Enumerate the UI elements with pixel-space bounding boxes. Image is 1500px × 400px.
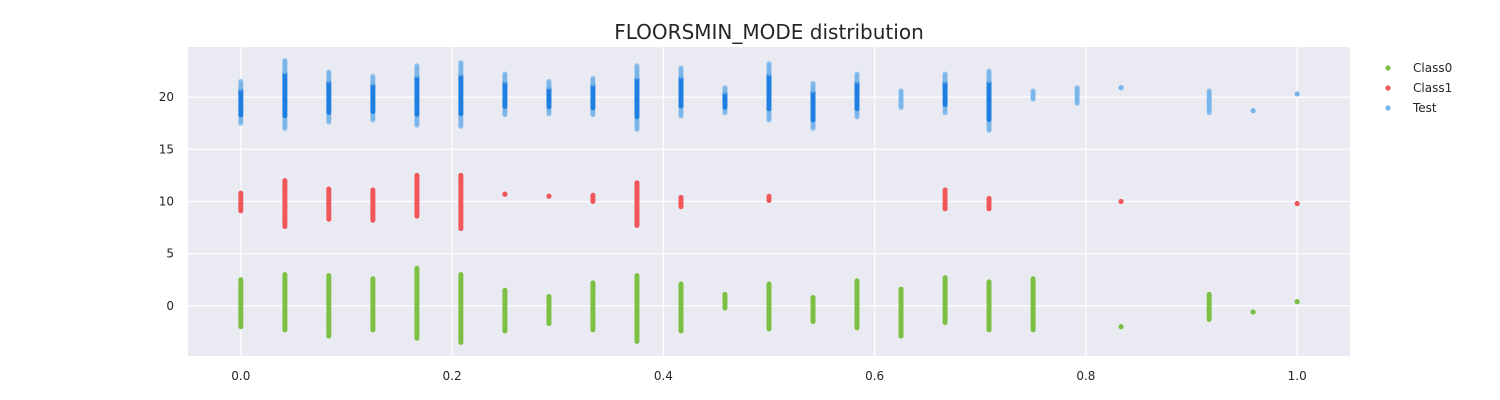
- legend-label: Class0: [1413, 61, 1452, 75]
- scatter-point: [942, 275, 948, 281]
- scatter-point: [678, 194, 684, 200]
- scatter-point: [854, 278, 860, 284]
- scatter-point: [282, 272, 288, 278]
- scatter-point: [326, 186, 332, 192]
- scatter-point: [546, 293, 552, 299]
- scatter-point: [282, 58, 288, 64]
- scatter-point: [1118, 199, 1124, 204]
- scatter-point: [458, 172, 464, 178]
- scatter-point: [1030, 276, 1036, 282]
- x-tick-label: 0.0: [231, 369, 250, 383]
- scatter-point: [986, 68, 992, 74]
- legend-marker: [1385, 65, 1391, 71]
- legend-item-class1: Class1: [1385, 81, 1452, 95]
- scatter-point: [854, 71, 860, 77]
- scatter-point: [370, 276, 376, 282]
- scatter-point: [546, 193, 552, 199]
- scatter-point: [766, 193, 772, 199]
- scatter-point: [282, 178, 288, 184]
- y-tick-label: 5: [166, 247, 174, 261]
- scatter-point: [1118, 85, 1124, 91]
- scatter-point: [370, 73, 376, 79]
- scatter-point: [634, 180, 640, 186]
- scatter-point: [458, 60, 464, 66]
- x-tick-label: 0.8: [1076, 369, 1095, 383]
- y-tick-label: 10: [159, 195, 174, 209]
- y-tick-label: 15: [159, 142, 174, 156]
- scatter-point: [590, 192, 596, 198]
- scatter-point: [1294, 201, 1300, 207]
- series-class1: [238, 172, 1300, 232]
- scatter-point: [1206, 88, 1212, 94]
- scatter-point: [986, 279, 992, 285]
- legend-marker: [1385, 105, 1391, 111]
- legend-item-class0: Class0: [1385, 61, 1452, 75]
- scatter-point: [326, 69, 332, 75]
- scatter-point: [238, 78, 244, 84]
- scatter-point: [898, 286, 904, 292]
- x-axis-ticks: 0.0 0.2 0.4 0.6 0.8 1.0: [231, 369, 1306, 383]
- scatter-point: [810, 295, 816, 301]
- scatter-point: [546, 78, 552, 84]
- scatter-point: [634, 273, 640, 279]
- scatter-point: [942, 187, 948, 193]
- scatter-point: [590, 280, 596, 286]
- scatter-point: [810, 81, 816, 87]
- y-axis-ticks: 0 5 10 15 20: [159, 90, 174, 313]
- scatter-point: [1206, 291, 1212, 297]
- legend-label: Test: [1412, 101, 1437, 115]
- scatter-point: [414, 265, 420, 271]
- scatter-point: [414, 63, 420, 69]
- scatter-point: [898, 88, 904, 94]
- scatter-point: [1074, 85, 1080, 91]
- legend-marker: [1385, 85, 1391, 91]
- scatter-point: [1294, 91, 1300, 97]
- scatter-point: [986, 195, 992, 201]
- scatter-point: [1250, 108, 1256, 114]
- scatter-point: [678, 281, 684, 287]
- scatter-point: [722, 85, 728, 91]
- scatter-point: [1294, 299, 1300, 305]
- scatter-point: [766, 61, 772, 67]
- x-tick-label: 1.0: [1288, 369, 1307, 383]
- scatter-point: [1250, 309, 1256, 315]
- x-tick-label: 0.6: [865, 369, 884, 383]
- scatter-point: [238, 190, 244, 196]
- scatter-point: [766, 281, 772, 287]
- legend-label: Class1: [1413, 81, 1452, 95]
- scatter-point: [502, 191, 508, 197]
- scatter-point: [414, 172, 420, 178]
- scatter-point: [1030, 88, 1036, 94]
- legend: Class0 Class1 Test: [1385, 61, 1452, 115]
- y-tick-label: 20: [159, 90, 174, 104]
- series-test: [238, 58, 1300, 134]
- scatter-point: [502, 71, 508, 77]
- scatter-point: [502, 287, 508, 293]
- y-tick-label: 0: [166, 299, 174, 313]
- scatter-point: [238, 277, 244, 283]
- scatter-point: [458, 272, 464, 278]
- scatter-point: [590, 75, 596, 81]
- scatter-point: [722, 291, 728, 297]
- scatter-point: [370, 187, 376, 193]
- x-tick-label: 0.4: [654, 369, 673, 383]
- legend-item-test: Test: [1385, 101, 1437, 115]
- scatter-point: [942, 71, 948, 77]
- series-class0: [238, 265, 1300, 345]
- scatter-point: [634, 63, 640, 69]
- chart-title: FLOORSMIN_MODE distribution: [614, 20, 924, 44]
- data-points: [238, 58, 1300, 345]
- x-tick-label: 0.2: [443, 369, 462, 383]
- scatter-point: [678, 65, 684, 71]
- scatter-point: [1118, 324, 1124, 330]
- scatter-point: [326, 273, 332, 279]
